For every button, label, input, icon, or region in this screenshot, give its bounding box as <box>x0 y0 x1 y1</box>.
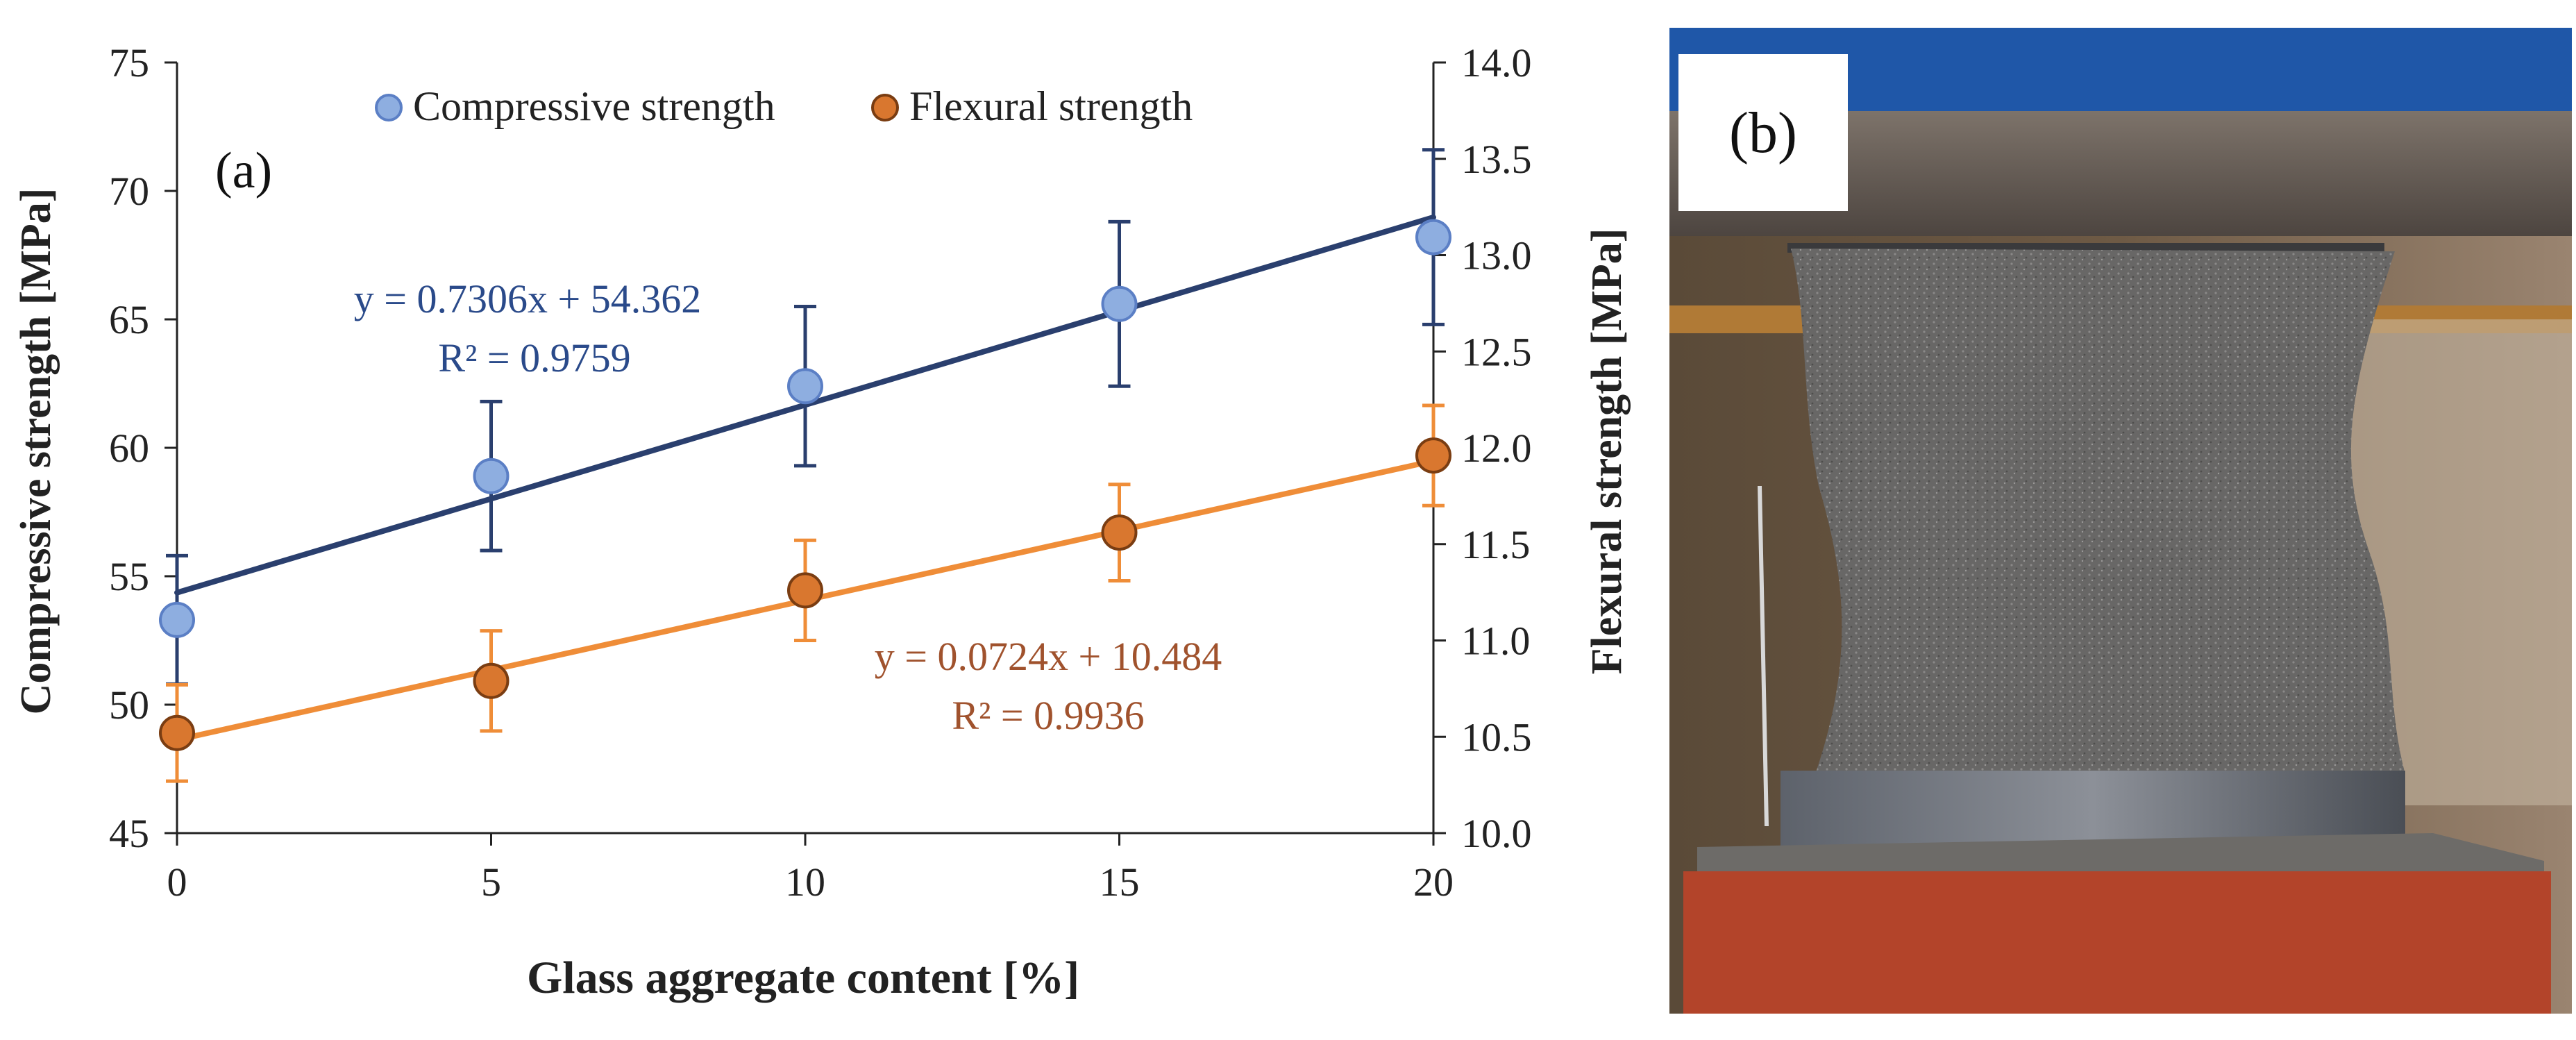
chart-axes: 0 5 10 15 20 45 50 55 60 65 70 75 10.0 10.5 11.0 11.5 12… <box>109 40 1532 905</box>
y-tick-label-1: 50 <box>109 682 149 728</box>
y-tick-label-3: 60 <box>109 426 149 471</box>
chart-labels: (a) Glass aggregate content [%] Compress… <box>12 83 1631 1003</box>
y-tick-label-5: 70 <box>109 169 149 214</box>
y2-tick-label-0: 10.0 <box>1461 811 1532 856</box>
legend-label-compressive: Compressive strength <box>413 83 775 129</box>
x-tick-label-2: 10 <box>785 859 825 905</box>
point-flexural-4 <box>1415 437 1451 474</box>
y2-tick-label-1: 10.5 <box>1461 714 1532 760</box>
legend-marker-flexural <box>871 94 899 121</box>
y2-tick-label-4: 12.0 <box>1461 426 1532 471</box>
y-tick-label-4: 65 <box>109 297 149 342</box>
y-tick-label-0: 45 <box>109 811 149 856</box>
point-flexural-1 <box>473 662 510 699</box>
equation-compressive: y = 0.7306x + 54.362 <box>354 276 701 321</box>
x-tick-label-4: 20 <box>1413 859 1454 905</box>
x-axis-label: Glass aggregate content [%] <box>527 953 1079 1003</box>
point-compressive-3 <box>1101 285 1138 322</box>
point-compressive-2 <box>787 368 823 405</box>
point-compressive-1 <box>473 458 510 494</box>
legend-marker-compressive <box>375 94 403 121</box>
error-bars <box>166 148 1445 783</box>
y2-tick-label-6: 13.0 <box>1461 233 1532 278</box>
x-tick-label-1: 5 <box>481 859 501 905</box>
point-flexural-2 <box>787 572 823 609</box>
point-flexural-0 <box>159 714 195 751</box>
y-tick-label-6: 75 <box>109 40 149 85</box>
y2-tick-label-5: 12.5 <box>1461 329 1532 374</box>
y2-tick-label-8: 14.0 <box>1461 40 1532 85</box>
panel-label-b: (b) <box>1678 54 1848 211</box>
equation-flexural: y = 0.0724x + 10.484 <box>875 634 1222 679</box>
point-flexural-3 <box>1101 514 1138 551</box>
y2-tick-label-7: 13.5 <box>1461 137 1532 182</box>
point-compressive-4 <box>1415 219 1451 255</box>
panel-label-a: (a) <box>215 142 272 199</box>
y2-tick-label-2: 11.0 <box>1461 619 1530 664</box>
x-tick-label-3: 15 <box>1100 859 1140 905</box>
x-tick-label-0: 0 <box>167 859 187 905</box>
chart-panel-a: 0 5 10 15 20 45 50 55 60 65 70 75 10.0 10.5 11.0 11.5 12… <box>12 40 1631 1003</box>
y-axis-label: Compressive strength [MPa] <box>12 188 60 715</box>
specimen-photo <box>1669 28 2572 1014</box>
r2-compressive: R² = 0.9759 <box>438 335 630 380</box>
r2-flexural: R² = 0.9936 <box>952 693 1144 738</box>
data-points <box>159 219 1451 751</box>
y2-axis-label: Flexural strength [MPa] <box>1583 228 1631 675</box>
point-compressive-0 <box>159 601 195 638</box>
legend-label-flexural: Flexural strength <box>909 83 1193 129</box>
y-tick-label-2: 55 <box>109 554 149 599</box>
y2-tick-label-3: 11.5 <box>1461 522 1530 567</box>
